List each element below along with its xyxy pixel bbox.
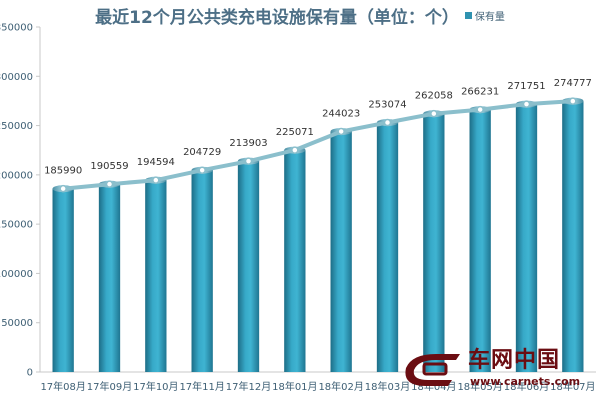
data-label: 213903 bbox=[229, 138, 267, 149]
bar bbox=[330, 131, 352, 372]
data-label: 271751 bbox=[507, 81, 545, 92]
x-tick-label: 17年10月 bbox=[133, 380, 178, 393]
trend-point bbox=[337, 127, 345, 136]
bar bbox=[284, 150, 306, 372]
legend: 保有量 bbox=[464, 8, 505, 23]
bar bbox=[237, 161, 260, 372]
chart-header: 最近12个月公共类充电设施保有量（单位：个） 保有量 bbox=[0, 3, 600, 28]
data-label: 274777 bbox=[554, 78, 592, 89]
trend-point bbox=[430, 109, 438, 118]
bar bbox=[52, 188, 74, 372]
trend-line bbox=[61, 99, 575, 191]
carnets-logo-icon bbox=[405, 354, 460, 386]
x-tick-label: 17年11月 bbox=[179, 380, 224, 393]
trend-point bbox=[569, 97, 577, 105]
y-tick-label: 250000 bbox=[0, 121, 33, 132]
bar bbox=[376, 122, 399, 372]
chart-title: 最近12个月公共类充电设施保有量（单位：个） bbox=[95, 8, 459, 28]
bar bbox=[469, 109, 491, 372]
legend-label: 保有量 bbox=[474, 12, 505, 23]
y-tick-label: 350000 bbox=[0, 23, 33, 34]
y-tick-label: 0 bbox=[27, 368, 33, 379]
trend-point bbox=[198, 166, 206, 174]
watermark-url: www.carnets.com bbox=[470, 375, 581, 388]
data-label: 190559 bbox=[90, 161, 128, 172]
x-tick-label: 18年03月 bbox=[365, 380, 410, 393]
x-tick-label: 18年05月 bbox=[457, 380, 502, 393]
trend-point bbox=[476, 105, 484, 114]
x-tick-label: 17年12月 bbox=[226, 380, 271, 393]
data-label: 253074 bbox=[368, 100, 406, 111]
data-label: 244023 bbox=[322, 108, 360, 119]
y-tick-label: 150000 bbox=[0, 220, 33, 231]
y-tick-label: 300000 bbox=[0, 72, 33, 83]
x-tick-label: 18年02月 bbox=[318, 380, 363, 393]
trend-point bbox=[522, 100, 531, 108]
trend-point bbox=[291, 146, 299, 154]
bar bbox=[145, 180, 167, 372]
data-label: 204729 bbox=[183, 147, 221, 158]
data-label: 262058 bbox=[415, 91, 453, 102]
trend-point bbox=[244, 157, 253, 165]
data-label: 225071 bbox=[276, 127, 314, 138]
bar bbox=[423, 113, 445, 373]
watermark-brand: 车网中国 bbox=[468, 348, 561, 373]
data-label: 266231 bbox=[461, 87, 499, 98]
x-tick-label: 17年08月 bbox=[40, 380, 85, 393]
y-tick-label: 100000 bbox=[0, 269, 33, 280]
watermark: 车网中国 www.carnets.com bbox=[400, 340, 600, 400]
trend-point bbox=[105, 180, 114, 188]
x-tick-label: 18年01月 bbox=[272, 380, 317, 393]
trend-point bbox=[383, 118, 392, 127]
trend-point bbox=[152, 176, 160, 184]
x-tick-label: 18年06月 bbox=[504, 380, 549, 393]
y-tick-label: 50000 bbox=[1, 318, 33, 329]
bar bbox=[98, 184, 121, 372]
x-tick-label: 17年09月 bbox=[87, 380, 132, 393]
legend-swatch bbox=[464, 12, 472, 19]
x-tick-label: 18年07月 bbox=[550, 380, 595, 393]
trend-point bbox=[59, 184, 67, 193]
data-label: 185990 bbox=[44, 166, 82, 177]
bar bbox=[515, 104, 538, 372]
bar bbox=[191, 170, 213, 372]
data-label: 194594 bbox=[137, 157, 175, 168]
bar bbox=[562, 101, 584, 373]
y-tick-label: 200000 bbox=[0, 170, 33, 181]
